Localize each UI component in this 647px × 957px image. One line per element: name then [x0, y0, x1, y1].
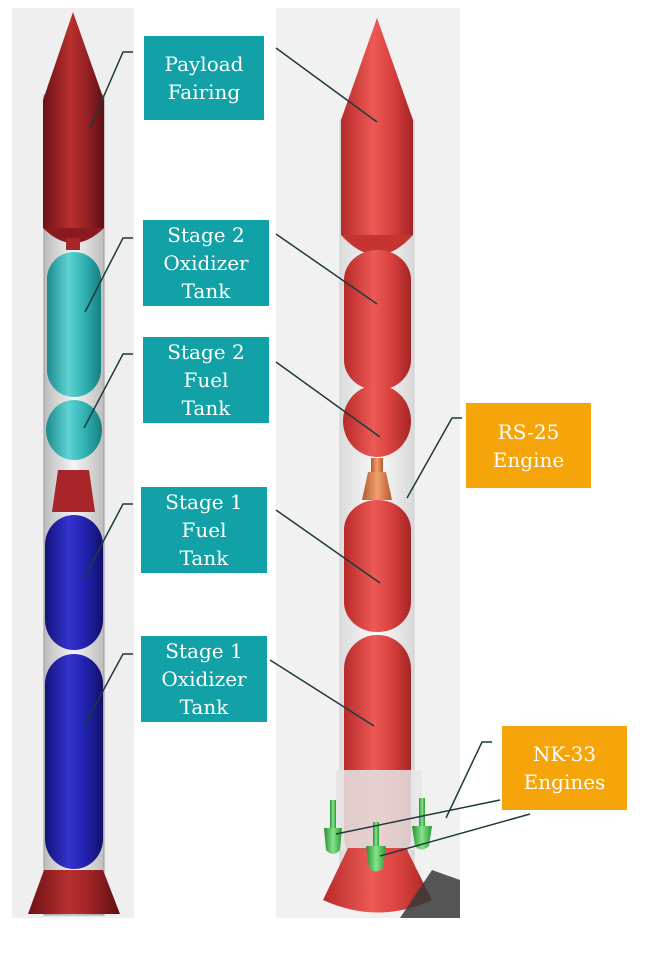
leader-nk33-upper: [445, 741, 492, 819]
leader-lines: [83, 47, 531, 857]
nk33-engine-center: [366, 822, 386, 872]
right-stage1-fuel-tank: [344, 500, 411, 632]
right-rs25-throat: [371, 458, 383, 472]
leader-s2ox-left: [84, 237, 133, 313]
leader-s1ox-left: [83, 653, 133, 727]
label-stage2-oxidizer-tank: Stage 2 Oxidizer Tank: [143, 220, 269, 306]
right-stage2-oxidizer-tank: [344, 250, 411, 390]
leader-nk33-low: [379, 813, 531, 857]
right-engine-skirt: [323, 848, 432, 913]
label-rs25-engine: RS-25 Engine: [466, 403, 591, 488]
leader-s2ox-right: [275, 233, 378, 305]
label-stage2-fuel-tank: Stage 2 Fuel Tank: [143, 337, 269, 423]
label-stage1-oxidizer-tank: Stage 1 Oxidizer Tank: [141, 636, 267, 722]
leader-s1fuel-left: [83, 503, 133, 579]
left-interstage: [52, 470, 95, 512]
left-stage1-fuel-tank: [45, 515, 103, 650]
nk33-engine-left: [324, 800, 342, 854]
label-nk33-engines: NK-33 Engines: [502, 726, 627, 810]
leader-s1ox-right: [269, 659, 375, 727]
leader-payload-right: [275, 47, 378, 123]
left-fairing-nose: [43, 12, 104, 100]
label-payload-fairing: Payload Fairing: [144, 36, 264, 120]
right-stage2-fuel-tank: [343, 385, 411, 457]
right-skirt-shadow: [400, 870, 460, 918]
label-stage1-fuel-tank: Stage 1 Fuel Tank: [141, 487, 267, 573]
leader-payload-left: [89, 51, 133, 129]
left-fairing-adapter: [66, 238, 80, 250]
leader-s1fuel-right: [275, 509, 381, 584]
right-rocket: [276, 8, 460, 918]
left-stage1-oxidizer-tank: [45, 654, 103, 869]
leader-nk33-mid: [335, 799, 501, 835]
right-fairing-nose: [341, 18, 413, 120]
right-fairing-body: [341, 120, 413, 235]
leader-s2fuel-left: [83, 353, 133, 429]
left-stage2-fuel-tank: [46, 400, 102, 460]
nk33-engine-right: [412, 798, 432, 850]
left-rocket: [12, 8, 134, 918]
left-fairing-base: [43, 228, 104, 243]
leader-s2fuel-right: [275, 361, 381, 438]
left-fairing-body: [43, 100, 104, 228]
left-stage2-oxidizer-tank: [47, 252, 101, 397]
right-rs25-engine: [362, 472, 392, 500]
left-engine-skirt: [28, 870, 120, 914]
leader-rs25: [406, 417, 462, 499]
right-fairing-base: [341, 235, 413, 255]
